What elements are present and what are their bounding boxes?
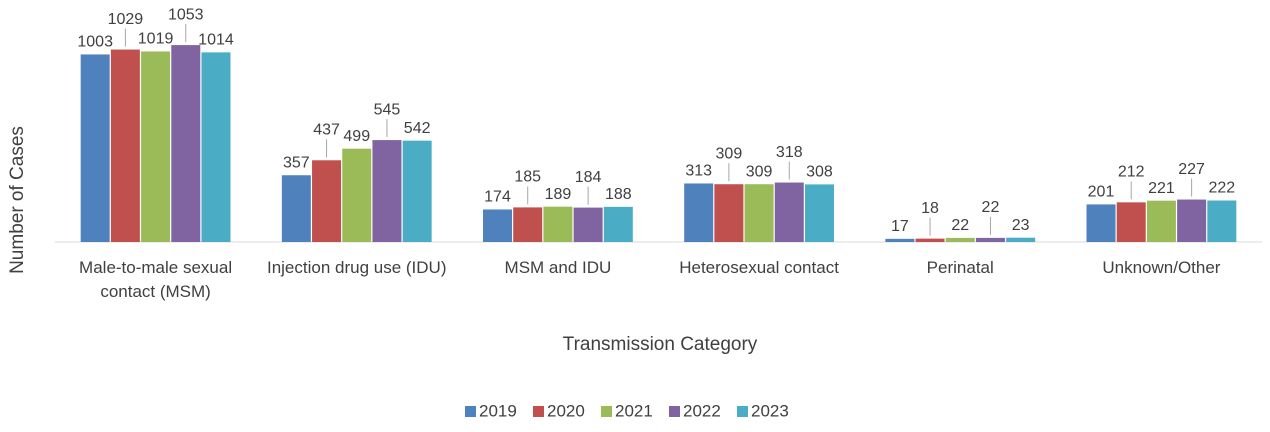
bar	[543, 206, 573, 242]
data-label: 1019	[138, 31, 174, 48]
x-tick-label-box: Perinatal	[926, 258, 994, 277]
bar	[885, 238, 915, 242]
data-label: 357	[283, 154, 310, 171]
bar	[945, 237, 975, 242]
x-tick-label: Unknown/Other	[1102, 258, 1221, 277]
x-tick-label-box: Injection drug use (IDU)	[266, 258, 447, 277]
data-label: 189	[545, 186, 572, 203]
data-label: 222	[1208, 180, 1235, 197]
data-label: 174	[484, 189, 511, 206]
legend-swatch	[465, 406, 476, 417]
data-label: 17	[891, 218, 909, 235]
bar	[714, 184, 744, 242]
bar	[281, 175, 311, 242]
bar	[774, 182, 804, 242]
data-label: 309	[716, 145, 743, 162]
legend-swatch	[737, 406, 748, 417]
data-label: 318	[776, 144, 803, 161]
data-label: 22	[951, 217, 969, 234]
bar	[975, 237, 1005, 242]
bar	[603, 206, 633, 242]
bar	[1086, 204, 1116, 242]
bar	[915, 238, 945, 242]
data-label: 188	[605, 186, 632, 203]
y-axis-title: Number of Cases	[7, 126, 28, 274]
x-tick-label: Perinatal	[926, 258, 994, 277]
bar	[804, 184, 834, 242]
x-tick-label: Injection drug use (IDU)	[266, 258, 447, 277]
bar	[1177, 199, 1207, 242]
x-tick-label: Heterosexual contact	[679, 258, 839, 277]
bar	[1207, 200, 1237, 242]
bar	[201, 52, 231, 242]
data-label: 201	[1088, 184, 1115, 201]
bar	[483, 209, 513, 242]
data-label: 499	[343, 128, 370, 145]
legend-label: 2023	[751, 401, 789, 420]
bar	[1006, 237, 1036, 242]
data-label: 185	[514, 169, 541, 186]
data-label: 1053	[168, 6, 204, 23]
data-label: 212	[1118, 164, 1145, 181]
legend-swatch	[601, 406, 612, 417]
data-label: 18	[921, 200, 939, 217]
data-label: 309	[746, 163, 773, 180]
x-tick-label-box: Male-to-male sexual contact (MSM)	[79, 258, 233, 301]
data-label: 227	[1178, 161, 1205, 178]
data-label: 313	[685, 163, 712, 180]
bar	[80, 54, 110, 243]
legend-swatch	[533, 406, 544, 417]
data-label: 1029	[108, 11, 144, 28]
data-label: 221	[1148, 180, 1175, 197]
data-label: 308	[806, 164, 833, 181]
data-label: 545	[374, 101, 401, 118]
bar	[684, 183, 714, 242]
legend-label: 2022	[683, 401, 721, 420]
data-label: 1003	[77, 34, 113, 51]
data-label: 542	[404, 120, 431, 137]
bar	[744, 184, 774, 242]
bar	[342, 148, 372, 242]
bar	[312, 160, 342, 242]
bar	[141, 51, 171, 243]
x-tick-label-box: Heterosexual contact	[679, 258, 839, 277]
data-label: 437	[313, 121, 340, 138]
bar	[372, 140, 402, 242]
data-label: 23	[1012, 217, 1030, 234]
legend-swatch	[669, 406, 680, 417]
x-axis-title: Transmission Category	[563, 334, 758, 355]
bar	[1146, 200, 1176, 242]
bar	[573, 207, 603, 242]
bar	[513, 207, 543, 242]
legend-label: 2020	[547, 401, 585, 420]
data-label: 184	[575, 169, 602, 186]
x-tick-label-box: Unknown/Other	[1102, 258, 1221, 277]
x-tick-label-box: MSM and IDU	[504, 258, 612, 277]
bar	[402, 140, 432, 242]
data-label: 1014	[198, 32, 234, 49]
x-tick-label: Male-to-male sexual contact (MSM)	[79, 258, 233, 301]
bar	[1116, 202, 1146, 242]
x-tick-label: MSM and IDU	[504, 258, 612, 277]
legend-label: 2019	[479, 401, 517, 420]
legend-label: 2021	[615, 401, 653, 420]
data-label: 22	[982, 199, 1000, 216]
bar	[110, 49, 140, 243]
bar	[171, 45, 201, 242]
